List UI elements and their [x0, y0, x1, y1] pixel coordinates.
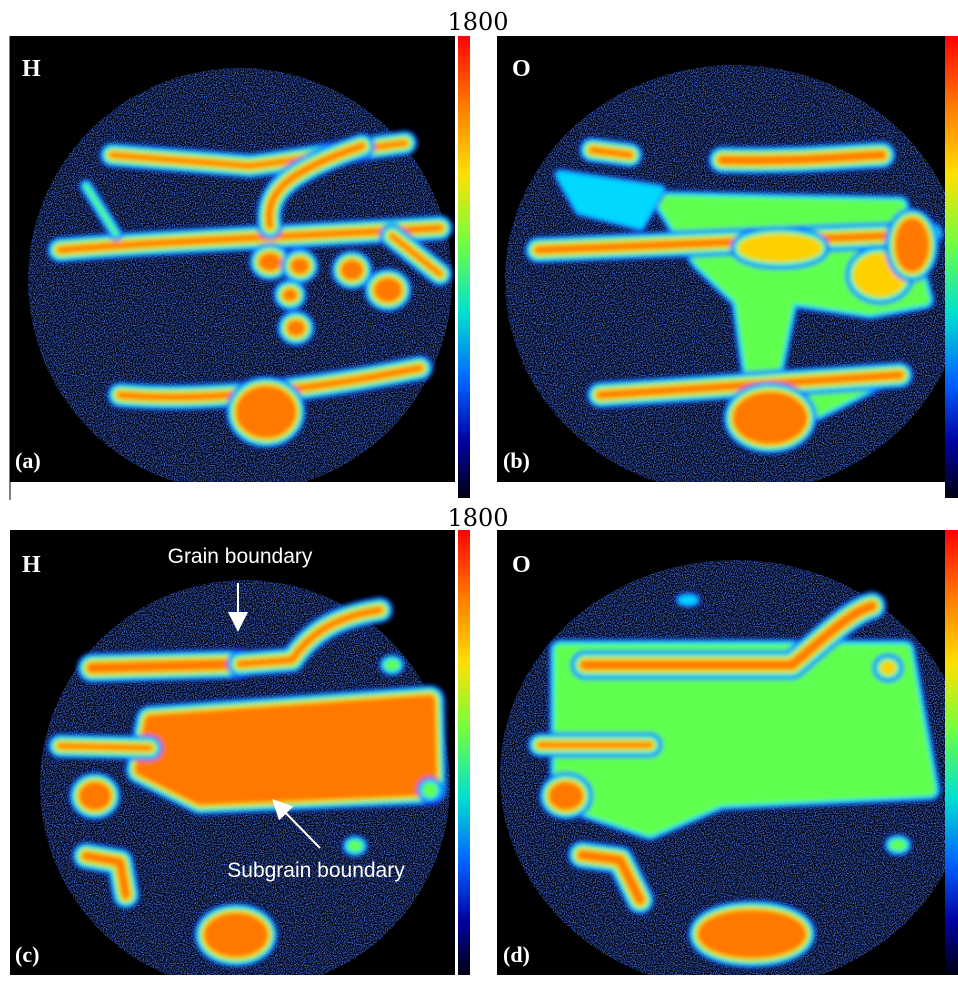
signal-shape — [386, 661, 398, 669]
page: body { margin: 0; background: #fff; widt… — [0, 0, 958, 986]
colorbar — [458, 530, 470, 975]
panel-d-image — [500, 560, 958, 986]
signal-shape — [551, 784, 581, 808]
signal-shape — [238, 388, 294, 436]
signal-shape — [424, 784, 436, 796]
element-label: O — [512, 56, 531, 82]
signal-shape — [92, 664, 240, 668]
panel-label: (b) — [503, 448, 530, 473]
colorbar — [945, 36, 958, 498]
signal-shape — [285, 291, 295, 299]
panel-label: (a) — [15, 448, 41, 473]
signal-shape — [140, 700, 432, 800]
scale-max: 1800 — [447, 504, 508, 532]
panel-b-image — [505, 65, 958, 495]
signal-shape — [740, 236, 820, 260]
element-label: H — [22, 56, 41, 82]
element-label: O — [512, 552, 531, 578]
signal-shape — [882, 663, 894, 673]
signal-shape — [60, 746, 150, 748]
colorbar — [458, 36, 470, 498]
signal-shape — [206, 915, 266, 955]
signal-shape — [891, 841, 905, 849]
body: {"panels": [ {"element": "H", "label": "… — [0, 0, 958, 986]
signal-shape — [897, 220, 927, 270]
panel-a-image — [28, 68, 452, 492]
signal-shape — [293, 260, 307, 272]
signal-shape — [349, 842, 361, 850]
signal-shape — [680, 597, 696, 603]
signal-shape — [700, 912, 804, 956]
annotation: Grain boundary — [168, 545, 313, 568]
element-label: H — [22, 552, 41, 578]
signal-shape — [261, 255, 279, 269]
signal-shape — [376, 280, 400, 300]
panel-label: (c) — [15, 942, 39, 967]
annotation: Subgrain boundary — [227, 859, 405, 882]
colorbar — [945, 530, 958, 975]
scale-max: 1800 — [447, 8, 508, 36]
signal-shape — [289, 322, 303, 334]
signal-shape — [735, 394, 805, 442]
panel-c-image — [40, 580, 450, 986]
signal-shape — [343, 262, 361, 278]
figure: 1800 1800 H (a) O (b) H (c) O (d) Grain … — [0, 0, 958, 986]
panel-label: (d) — [503, 942, 530, 967]
signal-shape — [81, 784, 109, 808]
